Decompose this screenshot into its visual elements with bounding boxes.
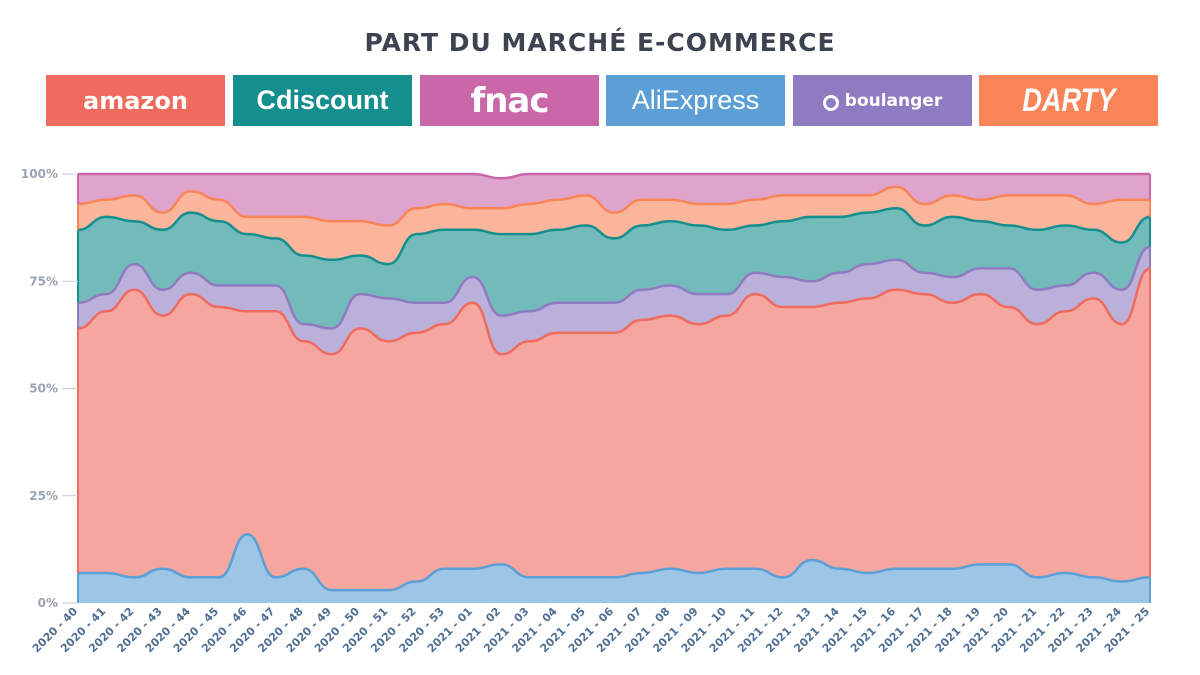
area-amazon (78, 268, 1150, 591)
y-tick-label: 0% (38, 596, 58, 610)
aliexpress-logo-text: AliExpress (631, 85, 760, 115)
amazon-logo-text: amazon (83, 86, 188, 115)
area-darty (78, 186, 1150, 265)
legend-fnac: fnac (420, 75, 599, 126)
legend: amazon Cdiscount fnac AliExpress boulang… (46, 75, 1158, 126)
darty-logo-text: DARTY (1021, 82, 1116, 118)
line-cdiscount (77, 207, 1151, 266)
fnac-logo-text: fnac (470, 80, 549, 121)
stacked-areas (78, 174, 1150, 603)
line-boulanger (77, 245, 1151, 330)
boulanger-icon (822, 94, 839, 111)
area-cdiscount (78, 208, 1150, 329)
legend-cdiscount: Cdiscount (233, 75, 412, 126)
cdiscount-logo-text: Cdiscount (256, 85, 389, 115)
y-tick-label: 25% (29, 489, 58, 503)
area-aliexpress (78, 534, 1150, 603)
series-lines (77, 172, 1151, 603)
legend-boulanger: boulanger (793, 75, 972, 126)
chart-title: PART DU MARCHÉ E-COMMERCE (364, 28, 836, 57)
line-fnac (78, 172, 1150, 180)
area-boulanger (78, 246, 1150, 355)
y-tick-label: 100% (21, 167, 58, 181)
line-amazon (77, 267, 1151, 356)
line-aliexpress (77, 533, 1151, 592)
legend-amazon: amazon (46, 75, 225, 126)
area-fnac (78, 174, 1150, 226)
y-tick-label: 75% (29, 274, 58, 288)
y-tick-label: 50% (29, 382, 58, 396)
legend-darty: DARTY (979, 75, 1158, 126)
y-axis-ticks: 0% 25% 50% 75% 100% (21, 167, 78, 610)
line-darty (77, 185, 1150, 227)
legend-aliexpress: AliExpress (606, 75, 785, 126)
boulanger-logo-text: boulanger (844, 90, 943, 111)
